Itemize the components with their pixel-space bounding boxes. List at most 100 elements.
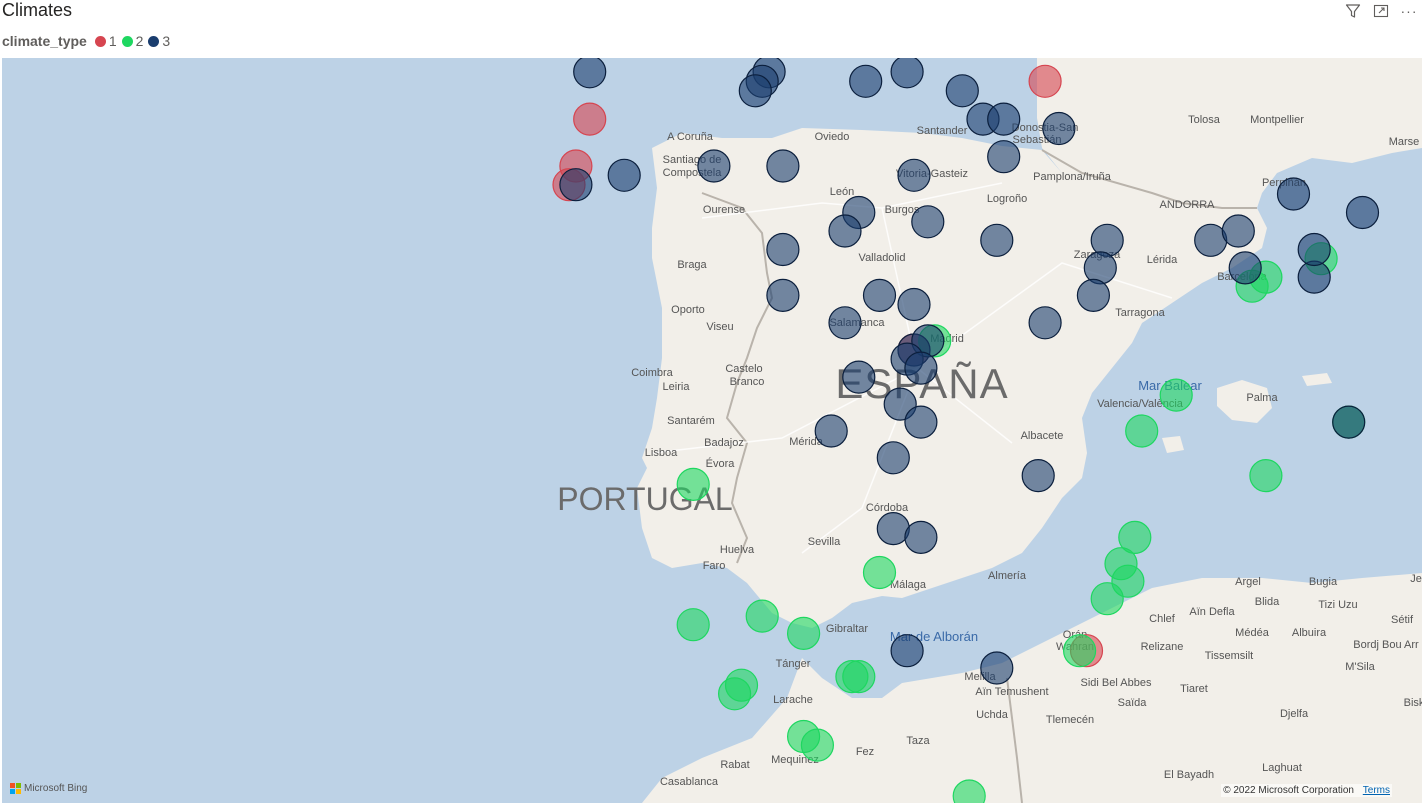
climate-marker-type-3[interactable] bbox=[897, 287, 931, 322]
filter-icon bbox=[1345, 4, 1361, 18]
climate-marker-type-3[interactable] bbox=[766, 278, 800, 312]
climate-marker-type-3[interactable] bbox=[559, 168, 593, 202]
place-label: Gibraltar bbox=[826, 623, 869, 635]
climate-marker-type-3[interactable] bbox=[911, 205, 945, 239]
climate-marker-type-3[interactable] bbox=[1042, 111, 1076, 146]
climate-marker-type-2[interactable] bbox=[717, 677, 752, 711]
climate-marker-type-1[interactable] bbox=[573, 102, 607, 136]
climate-marker-type-3[interactable] bbox=[842, 360, 876, 394]
climate-marker-type-3[interactable] bbox=[890, 58, 924, 89]
place-label: Djelfa bbox=[1280, 708, 1309, 720]
climate-marker-type-3[interactable] bbox=[1021, 459, 1055, 493]
climate-marker-type-3[interactable] bbox=[1228, 251, 1262, 285]
climate-marker-type-2[interactable] bbox=[786, 616, 821, 651]
climate-marker-type-2[interactable] bbox=[800, 728, 835, 762]
bing-attribution: Microsoft Bing bbox=[10, 783, 87, 794]
climate-marker-type-3[interactable] bbox=[904, 405, 938, 439]
climate-marker-type-3[interactable] bbox=[987, 102, 1021, 136]
climate-marker-type-3[interactable] bbox=[697, 149, 731, 183]
climate-marker-type-3[interactable] bbox=[945, 74, 979, 108]
place-label: Lérida bbox=[1147, 254, 1178, 266]
climate-marker-type-3[interactable] bbox=[1345, 195, 1380, 230]
visual-title: Climates bbox=[2, 0, 73, 20]
climate-markers bbox=[552, 58, 1380, 803]
climate-marker-type-3[interactable] bbox=[1276, 177, 1311, 211]
place-label: Albuira bbox=[1292, 627, 1327, 639]
map-canvas[interactable]: ESPAÑA PORTUGAL Mar Balear Mar de Alborá… bbox=[2, 58, 1422, 803]
place-label: Castelo bbox=[725, 363, 762, 375]
climate-marker-type-3[interactable] bbox=[573, 58, 607, 89]
climate-marker-type-3[interactable] bbox=[1090, 223, 1124, 257]
climate-marker-type-3[interactable] bbox=[1076, 278, 1111, 312]
africa-landmass bbox=[642, 573, 1422, 803]
place-label: Aïn Defla bbox=[1189, 606, 1235, 618]
climate-marker-type-3[interactable] bbox=[849, 64, 883, 98]
climate-marker-type-3[interactable] bbox=[980, 651, 1014, 685]
place-label: Viseu bbox=[706, 321, 733, 333]
place-label: Sevilla bbox=[808, 536, 841, 548]
place-label: Blida bbox=[1255, 596, 1280, 608]
climate-marker-type-2[interactable] bbox=[835, 659, 869, 694]
climate-marker-type-2[interactable] bbox=[862, 555, 897, 590]
climate-marker-type-3[interactable] bbox=[980, 223, 1014, 257]
legend-item-3[interactable]: 3 bbox=[148, 33, 170, 49]
climate-marker-type-2[interactable] bbox=[1249, 459, 1283, 493]
more-options-button[interactable]: ··· bbox=[1400, 2, 1418, 20]
place-label: Tánger bbox=[776, 658, 811, 670]
terms-link[interactable]: Terms bbox=[1362, 785, 1390, 796]
climate-marker-type-2[interactable] bbox=[1090, 582, 1124, 616]
climate-marker-type-3[interactable] bbox=[1221, 214, 1255, 248]
climate-marker-type-3[interactable] bbox=[607, 158, 641, 192]
climate-marker-type-2[interactable] bbox=[676, 467, 710, 501]
place-label: Faro bbox=[703, 560, 726, 572]
climate-marker-type-3[interactable] bbox=[828, 306, 862, 340]
climate-marker-type-3[interactable] bbox=[766, 149, 800, 183]
climate-marker-type-3[interactable] bbox=[1297, 232, 1331, 267]
climate-marker-type-2[interactable] bbox=[1118, 520, 1152, 554]
place-label: Tarragona bbox=[1115, 307, 1165, 319]
climate-marker-type-3[interactable] bbox=[738, 74, 772, 108]
climate-marker-type-3[interactable] bbox=[1332, 405, 1366, 439]
place-label: Tiaret bbox=[1180, 683, 1208, 695]
climate-marker-type-3[interactable] bbox=[904, 520, 938, 554]
filter-button[interactable] bbox=[1344, 2, 1362, 20]
climate-marker-type-2[interactable] bbox=[1159, 378, 1193, 412]
place-label: A Coruña bbox=[667, 131, 714, 143]
place-label: Tizi Uzu bbox=[1318, 599, 1357, 611]
climate-marker-type-3[interactable] bbox=[897, 158, 931, 192]
place-label: Argel bbox=[1235, 576, 1261, 588]
climate-marker-type-3[interactable] bbox=[904, 351, 938, 385]
climate-marker-type-3[interactable] bbox=[1028, 306, 1062, 340]
legend-dot bbox=[94, 35, 106, 47]
climate-marker-type-3[interactable] bbox=[1083, 251, 1117, 285]
legend: climate_type 1 2 3 bbox=[2, 33, 175, 49]
place-label: Montpellier bbox=[1250, 114, 1304, 126]
place-label: Leiria bbox=[663, 381, 691, 393]
climate-marker-type-2[interactable] bbox=[952, 779, 986, 803]
climate-marker-type-2[interactable] bbox=[745, 599, 779, 633]
place-label: Médéa bbox=[1235, 627, 1270, 639]
road-network bbox=[651, 182, 1173, 554]
climate-marker-type-3[interactable] bbox=[862, 278, 897, 312]
climate-marker-type-3[interactable] bbox=[876, 441, 910, 475]
legend-item-1[interactable]: 1 bbox=[94, 33, 117, 49]
focus-mode-button[interactable] bbox=[1372, 2, 1390, 20]
climate-marker-type-3[interactable] bbox=[890, 634, 924, 668]
place-label: Palma bbox=[1246, 392, 1278, 404]
climate-marker-type-3[interactable] bbox=[987, 140, 1021, 174]
climate-marker-type-2[interactable] bbox=[1062, 634, 1097, 668]
climate-marker-type-1[interactable] bbox=[1028, 64, 1062, 98]
place-label: Málaga bbox=[890, 579, 927, 591]
focus-mode-icon bbox=[1373, 4, 1389, 18]
place-label: Burgos bbox=[885, 204, 920, 216]
place-label: Rabat bbox=[720, 759, 749, 771]
climate-marker-type-2[interactable] bbox=[676, 608, 710, 642]
climate-marker-type-3[interactable] bbox=[828, 214, 862, 248]
climate-marker-type-2[interactable] bbox=[1125, 414, 1159, 448]
climate-marker-type-3[interactable] bbox=[814, 414, 848, 448]
climate-marker-type-3[interactable] bbox=[766, 232, 800, 267]
place-label: Badajoz bbox=[704, 437, 744, 449]
legend-item-2[interactable]: 2 bbox=[121, 33, 143, 49]
place-label: Sidi Bel Abbes bbox=[1081, 677, 1152, 689]
